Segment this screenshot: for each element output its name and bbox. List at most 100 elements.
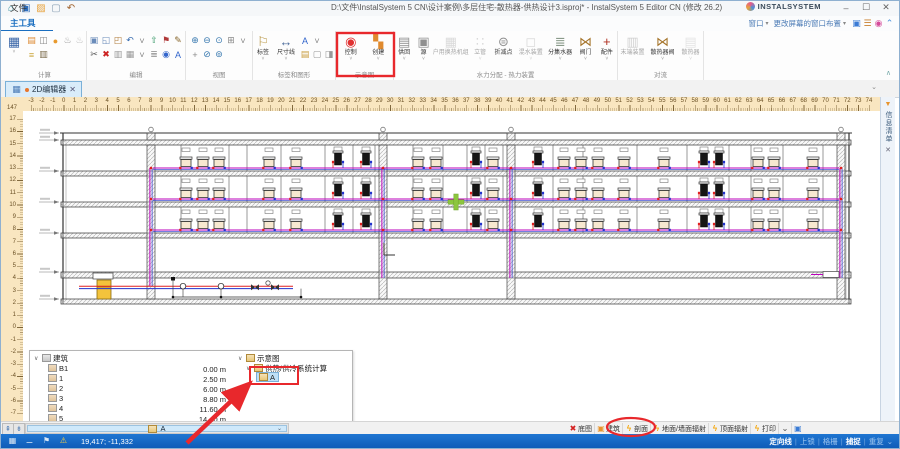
abc-icon[interactable]: A bbox=[301, 35, 308, 46]
text-icon[interactable]: A bbox=[174, 49, 181, 60]
view-button-地面/墙面辐射[interactable]: ϟ 地面/墙面辐射 bbox=[650, 423, 708, 434]
tree-item-schematic-a-selected[interactable]: A bbox=[256, 372, 280, 382]
kettle2-icon[interactable]: ♨ bbox=[75, 35, 84, 45]
page-icon[interactable]: ▢ bbox=[312, 49, 322, 59]
expand-caret-icon[interactable]: ∨ bbox=[246, 365, 251, 372]
select-icon[interactable]: ◱ bbox=[101, 35, 111, 45]
chart-icon[interactable]: ▤ bbox=[300, 49, 310, 59]
散热器阀-ribbon-button[interactable]: ⋈ 散热器阀 ˅ bbox=[648, 33, 677, 70]
sphere-icon[interactable]: ● bbox=[52, 35, 59, 46]
storey-down-button[interactable]: ⇟ bbox=[13, 423, 25, 435]
right-panel-tab[interactable]: ▼ 信息清单 ✕ bbox=[880, 97, 895, 421]
undo2-icon[interactable]: ↶ bbox=[126, 35, 134, 45]
minimize-button[interactable]: – bbox=[843, 2, 849, 13]
layout-button[interactable]: ▣ bbox=[790, 423, 804, 434]
户用换热机组-ribbon-button[interactable]: ▦ 户用换热机组 bbox=[433, 33, 469, 70]
window-menu-button[interactable]: 窗口 ▾ bbox=[748, 19, 769, 28]
layout-menu-button[interactable]: 更改屏幕的窗口布置 ▾ bbox=[773, 19, 846, 28]
table-icon[interactable]: ▤ bbox=[27, 35, 36, 45]
立管-ribbon-button[interactable]: ∷ 立管 ˅ bbox=[470, 33, 490, 70]
layout-icon[interactable]: ▦ bbox=[125, 49, 135, 59]
混水装置-ribbon-button[interactable]: ◻ 混水装置 ˅ bbox=[517, 33, 545, 70]
equals-icon[interactable]: ≡ bbox=[28, 49, 35, 60]
caret-icon[interactable]: ˅ bbox=[314, 35, 320, 46]
rotate-icon[interactable]: ◉ bbox=[162, 49, 170, 59]
tree-leaf-a[interactable]: A bbox=[256, 372, 280, 382]
caret-icon[interactable]: ˅ bbox=[139, 49, 145, 60]
insert-icon[interactable]: ◰ bbox=[113, 35, 123, 45]
尺寸线-ribbon-button[interactable]: ↔ 尺寸线 ˅ bbox=[274, 33, 298, 70]
app-icon[interactable]: ⌂ bbox=[7, 2, 15, 14]
tabbar-chevron-down-icon[interactable]: ⌄ bbox=[871, 84, 877, 91]
tree-storey-B1[interactable]: B1 bbox=[48, 363, 68, 373]
vertical-ruler[interactable]: 17 16 15 14 13 12 11 10 9 8 7 6 5 4 3 2 1 0 -1 -2 -3 -4 -5 -6 -7 bbox=[1, 111, 24, 421]
dash-icon[interactable]: ⚊ bbox=[25, 436, 34, 445]
tree-storey-1[interactable]: 1 bbox=[48, 373, 63, 383]
分集水器-ribbon-button[interactable]: ≣ 分集水器 ˅ bbox=[546, 33, 574, 70]
close-button[interactable]: ✕ bbox=[882, 2, 890, 12]
view-button-顶面辐射[interactable]: ϟ 顶面辐射 bbox=[707, 423, 750, 434]
expand-caret-icon[interactable]: ∨ bbox=[34, 355, 39, 362]
statusbar-chevron-icon[interactable]: ⌄ bbox=[886, 436, 893, 446]
align-icon[interactable]: ≣ bbox=[150, 49, 158, 59]
book-icon[interactable]: ▥ bbox=[39, 49, 48, 59]
schematic-selector-selected[interactable]: A ⌄ bbox=[27, 424, 287, 433]
tree-storey-3[interactable]: 3 bbox=[48, 393, 63, 403]
window-menu-monitor-icon[interactable]: ▣ bbox=[852, 18, 861, 28]
view-more-chevron[interactable]: ⌄ bbox=[777, 423, 791, 434]
阀门-ribbon-button[interactable]: ⋈ 阀门 ˅ bbox=[575, 33, 595, 70]
供回-ribbon-button[interactable]: ▤ 供回 ˅ bbox=[394, 33, 414, 70]
toggle-上锁[interactable]: 上锁 bbox=[799, 436, 815, 446]
toggle-格栅[interactable]: 格栅 bbox=[822, 436, 838, 446]
zoomall-icon[interactable]: ⊚ bbox=[215, 49, 223, 59]
cut-icon[interactable]: ✂ bbox=[90, 49, 98, 59]
expand-caret-icon[interactable]: ∨ bbox=[238, 355, 243, 362]
close-panel-icon[interactable]: ✕ bbox=[885, 147, 891, 154]
shape-icon[interactable]: ◨ bbox=[324, 49, 334, 59]
末端装置-ribbon-button[interactable]: ▥ 末端装置 bbox=[618, 33, 647, 70]
tree-storey-2[interactable]: 2 bbox=[48, 383, 63, 393]
tree-root-schematic[interactable]: ∨ 示意图 bbox=[238, 353, 280, 363]
view-button-剖面[interactable]: ϟ 剖面 bbox=[622, 423, 650, 434]
caret-icon[interactable]: ˅ bbox=[139, 35, 145, 46]
toggle-重复[interactable]: 重复 bbox=[868, 436, 884, 446]
toggle-捕捉[interactable]: 捕捉 bbox=[845, 436, 861, 446]
zoomout-icon[interactable]: ⊖ bbox=[203, 35, 211, 45]
paste-icon[interactable]: ▥ bbox=[113, 49, 123, 59]
delete-icon[interactable]: ✖ bbox=[102, 49, 110, 59]
配件-ribbon-button[interactable]: + 配件 ˅ bbox=[597, 33, 617, 70]
flag-icon[interactable]: ⚑ bbox=[42, 436, 51, 445]
tab-2d-editor[interactable]: ▦ 2D编辑器 ✕ bbox=[5, 81, 82, 98]
new-file-icon[interactable]: ▢ bbox=[51, 2, 61, 14]
horizontal-ruler[interactable]: -3 -2 -1 0 1 2 3 4 5 6 7 8 9 10 11 12 13 14 15 16 17 18 19 20 21… bbox=[23, 97, 880, 112]
zoomwin-icon[interactable]: ⊙ bbox=[215, 35, 223, 45]
open-folder-icon[interactable]: ▨ bbox=[36, 2, 46, 14]
kettle-icon[interactable]: ♨ bbox=[63, 35, 72, 45]
ribbon-tab-main-tools[interactable]: 主工具 bbox=[1, 15, 54, 32]
copy-icon[interactable]: ▣ bbox=[89, 35, 99, 45]
tree-root-building[interactable]: ∨ 建筑 bbox=[34, 353, 68, 363]
pan-icon[interactable]: + bbox=[192, 49, 198, 60]
edit-icon[interactable]: ✎ bbox=[174, 35, 182, 45]
折减点-ribbon-button[interactable]: ⊜ 折减点 bbox=[491, 33, 515, 70]
ribbon-collapse-icon[interactable]: ∧ bbox=[885, 70, 891, 77]
close-tab-icon[interactable]: ✕ bbox=[69, 85, 76, 94]
users-icon[interactable]: ◫ bbox=[39, 35, 48, 45]
stack-icon[interactable]: ☰ bbox=[863, 18, 872, 28]
view-button-建筑[interactable]: ▣ 建筑 bbox=[594, 423, 622, 434]
标签-ribbon-button[interactable]: ⚐ 标签 ˅ bbox=[253, 33, 273, 70]
undo-icon[interactable]: ↶ bbox=[66, 2, 76, 14]
grid-icon[interactable]: ▦ bbox=[8, 436, 17, 445]
ribbon-tab-file[interactable]: 文件 bbox=[10, 2, 28, 13]
chevup-icon[interactable]: ⌃ bbox=[885, 18, 894, 28]
schematic-selector[interactable]: A ⌄ bbox=[25, 423, 289, 434]
view-button-底图[interactable]: ✖ 底图 bbox=[567, 423, 594, 434]
maximize-button[interactable]: ☐ bbox=[861, 2, 871, 12]
zoomprev-icon[interactable]: ⊘ bbox=[203, 49, 211, 59]
zoomin-icon[interactable]: ⊕ bbox=[191, 35, 199, 45]
控制-ribbon-button[interactable]: ◉ 控制 ˅ bbox=[338, 33, 364, 70]
warn-icon[interactable]: ⚠ bbox=[59, 436, 68, 445]
散热器-ribbon-button[interactable]: ▤ 散热器 ˅ bbox=[678, 33, 703, 70]
toggle-定向线[interactable]: 定向线 bbox=[769, 436, 792, 446]
源-ribbon-button[interactable]: ▣ 源 ˅ bbox=[415, 33, 431, 70]
